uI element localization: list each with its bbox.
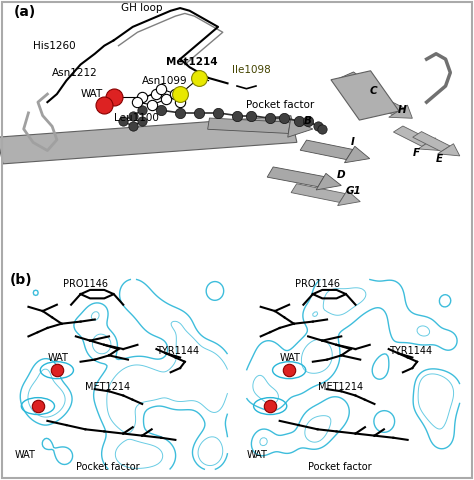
Text: His1260: His1260 <box>33 41 76 51</box>
Polygon shape <box>316 173 341 190</box>
Point <box>281 114 288 122</box>
Polygon shape <box>413 132 450 152</box>
Point <box>295 117 302 125</box>
Point <box>100 101 108 108</box>
Point <box>157 85 165 93</box>
Point <box>319 125 326 133</box>
Text: D: D <box>337 170 345 180</box>
Text: MET1214: MET1214 <box>318 382 363 392</box>
Text: Asn1099: Asn1099 <box>142 76 188 85</box>
Text: Pocket factor: Pocket factor <box>76 462 139 472</box>
Text: (a): (a) <box>14 5 36 19</box>
Point <box>247 112 255 120</box>
Text: GH loop: GH loop <box>121 3 163 12</box>
Text: (b): (b) <box>9 273 32 287</box>
Point <box>285 366 293 374</box>
Point <box>148 101 155 108</box>
Text: Pocket factor: Pocket factor <box>246 100 315 110</box>
Polygon shape <box>438 144 460 156</box>
Point <box>153 90 160 98</box>
Polygon shape <box>300 140 353 159</box>
Point <box>110 93 118 101</box>
Text: H: H <box>398 105 407 115</box>
Polygon shape <box>337 191 360 205</box>
Polygon shape <box>291 184 345 203</box>
Polygon shape <box>418 138 441 151</box>
Text: WAT: WAT <box>47 352 68 362</box>
Polygon shape <box>267 167 324 187</box>
Polygon shape <box>389 105 412 118</box>
Point <box>195 74 203 82</box>
Polygon shape <box>393 126 431 146</box>
Point <box>138 93 146 101</box>
Text: WAT: WAT <box>246 450 267 460</box>
Text: Met1214: Met1214 <box>166 57 218 67</box>
Text: WAT: WAT <box>81 89 103 99</box>
Text: WAT: WAT <box>280 352 301 362</box>
Point <box>157 107 165 114</box>
Point <box>34 402 42 410</box>
Text: C: C <box>370 86 377 96</box>
Text: PRO1146: PRO1146 <box>295 279 340 289</box>
Point <box>176 90 184 98</box>
Polygon shape <box>0 116 297 164</box>
Text: TYR1144: TYR1144 <box>156 346 200 356</box>
Point <box>176 109 184 117</box>
Text: Ile1098: Ile1098 <box>232 65 271 75</box>
Polygon shape <box>369 96 403 115</box>
Point <box>138 107 146 114</box>
Point <box>304 117 312 125</box>
Polygon shape <box>338 72 375 94</box>
Point <box>119 117 127 125</box>
Polygon shape <box>345 146 370 163</box>
Point <box>162 96 170 103</box>
Point <box>314 122 321 130</box>
Text: WAT: WAT <box>14 450 35 460</box>
Polygon shape <box>288 119 313 137</box>
Polygon shape <box>208 118 290 133</box>
Point <box>129 122 137 130</box>
Text: TYR1144: TYR1144 <box>389 346 432 356</box>
Text: PRO1146: PRO1146 <box>63 279 108 289</box>
Point <box>266 402 274 410</box>
Text: I: I <box>351 137 355 147</box>
Text: B: B <box>303 116 311 126</box>
Text: E: E <box>436 154 443 164</box>
Text: F: F <box>412 148 419 158</box>
Point <box>134 98 141 106</box>
Point <box>172 90 179 98</box>
Text: G1: G1 <box>346 186 362 196</box>
Point <box>214 109 222 117</box>
Text: Pocket factor: Pocket factor <box>308 462 372 472</box>
Point <box>129 112 137 120</box>
Text: MET1214: MET1214 <box>85 382 130 392</box>
Point <box>266 114 274 122</box>
Polygon shape <box>331 71 399 120</box>
Point <box>195 109 203 117</box>
Point <box>176 98 184 106</box>
Point <box>53 366 61 374</box>
Text: Asn1212: Asn1212 <box>52 68 98 78</box>
Polygon shape <box>356 85 380 99</box>
Point <box>233 112 241 120</box>
Text: Leu1100: Leu1100 <box>114 113 159 123</box>
Point <box>138 117 146 125</box>
